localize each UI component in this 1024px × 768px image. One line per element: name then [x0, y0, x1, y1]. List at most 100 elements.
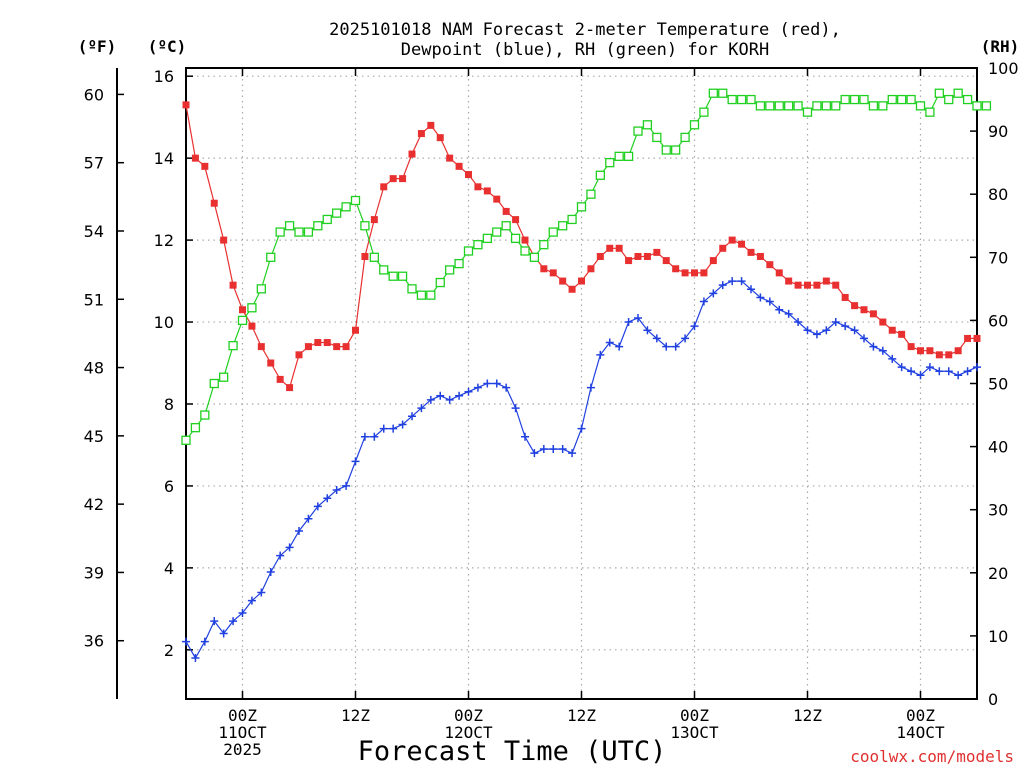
rh-point: [548, 227, 558, 237]
rh-point: [501, 221, 511, 231]
temperature-point: [756, 252, 764, 260]
dewpoint-point: [549, 445, 558, 454]
temperature-point: [785, 277, 793, 285]
rh-point: [219, 372, 229, 382]
dewpoint-point: [690, 322, 699, 331]
rh-point: [897, 94, 907, 105]
rh-point: [868, 101, 879, 111]
dewpoint-point: [313, 502, 322, 511]
rh-point: [190, 423, 201, 433]
dewpoint-point: [247, 596, 256, 605]
temperature-point: [615, 244, 623, 252]
temperature-point: [399, 175, 407, 183]
x-tick-label: 00Z: [454, 706, 483, 725]
dewpoint-point: [925, 363, 934, 372]
temperature-point: [643, 252, 651, 260]
dewpoint-point: [831, 318, 840, 327]
rh-point: [416, 290, 427, 300]
temperature-point: [408, 150, 416, 158]
dewpoint-point: [775, 305, 784, 314]
dewpoint-point: [229, 617, 238, 626]
rh-tick-label: 10: [988, 627, 1008, 646]
dewpoint-point: [747, 285, 755, 294]
rh-point: [680, 132, 690, 143]
temperature-point: [691, 269, 698, 277]
rh-point: [558, 221, 568, 231]
rh-point: [821, 101, 831, 111]
dewpoint-point: [784, 309, 793, 318]
dewpoint-point: [182, 637, 190, 646]
x-tick-label: 00Z: [228, 706, 257, 725]
temperature-point: [304, 343, 312, 351]
series-dewpoint: [182, 277, 981, 663]
temperature-point: [813, 281, 821, 289]
dewpoint-point: [662, 342, 671, 351]
rh-point: [181, 435, 191, 445]
rh-point: [586, 189, 596, 199]
dewpoint-point: [728, 277, 737, 286]
temperature-point: [465, 171, 472, 179]
rh-point: [925, 107, 935, 117]
rh-point: [426, 290, 436, 300]
rh-tick-label: 0: [988, 690, 998, 709]
temperature-point: [926, 347, 934, 355]
dewpoint-point: [379, 424, 388, 433]
dewpoint-point: [455, 391, 464, 400]
x-tick-label: 11OCT: [218, 723, 267, 742]
temperature-point: [342, 343, 350, 351]
rh-tick-label: 80: [988, 185, 1008, 204]
rh-point: [887, 94, 897, 105]
dewpoint-point: [502, 383, 511, 392]
rh-point: [379, 265, 389, 275]
dewpoint-point: [709, 289, 718, 298]
rh-point: [727, 94, 737, 105]
dewpoint-point: [586, 383, 595, 392]
celsius-tick-label: 16: [154, 67, 174, 86]
x-tick-label: 12Z: [793, 706, 822, 725]
temperature-point: [841, 293, 849, 301]
dewpoint-point: [210, 617, 219, 626]
temperature-point: [370, 216, 378, 224]
rh-point: [755, 101, 766, 111]
dewpoint-point: [295, 527, 303, 536]
rh-point: [332, 208, 342, 218]
temperature-point: [794, 281, 802, 289]
rh-tick-label: 60: [988, 311, 1008, 330]
dewpoint-point: [473, 383, 482, 392]
dewpoint-point: [219, 629, 228, 638]
temperature-point: [973, 334, 981, 342]
dewpoint-point: [850, 326, 859, 335]
dewpoint-point: [888, 354, 897, 363]
temperature-point: [502, 207, 510, 215]
dewpoint-point: [323, 494, 332, 503]
dewpoint-point: [634, 313, 642, 322]
temperature-point: [295, 351, 303, 359]
dewpoint-point: [332, 486, 341, 495]
celsius-tick-label: 8: [164, 395, 174, 414]
rh-point: [482, 233, 492, 244]
x-tick-label: 14OCT: [896, 723, 945, 742]
dewpoint-point: [756, 293, 765, 302]
rh-point: [906, 94, 916, 105]
temperature-point: [662, 257, 670, 265]
rh-tick-label: 90: [988, 122, 1008, 141]
dewpoint-point: [408, 412, 416, 421]
rh-point: [671, 145, 681, 155]
rh-point: [934, 88, 944, 98]
dewpoint-point: [605, 338, 614, 347]
rh-point: [793, 101, 803, 111]
temperature-point: [483, 187, 491, 195]
data-series: [181, 88, 992, 663]
dewpoint-point: [238, 608, 247, 617]
rh-point: [784, 101, 794, 111]
temperature-point: [945, 351, 953, 359]
temperature-point: [568, 285, 576, 293]
rh-point: [981, 101, 992, 111]
rh-point: [642, 120, 653, 130]
x-tick-label: 13OCT: [670, 723, 719, 742]
rh-point: [614, 151, 624, 161]
dewpoint-point: [483, 379, 492, 388]
temperature-point: [700, 269, 708, 277]
temperature-point: [869, 310, 877, 318]
